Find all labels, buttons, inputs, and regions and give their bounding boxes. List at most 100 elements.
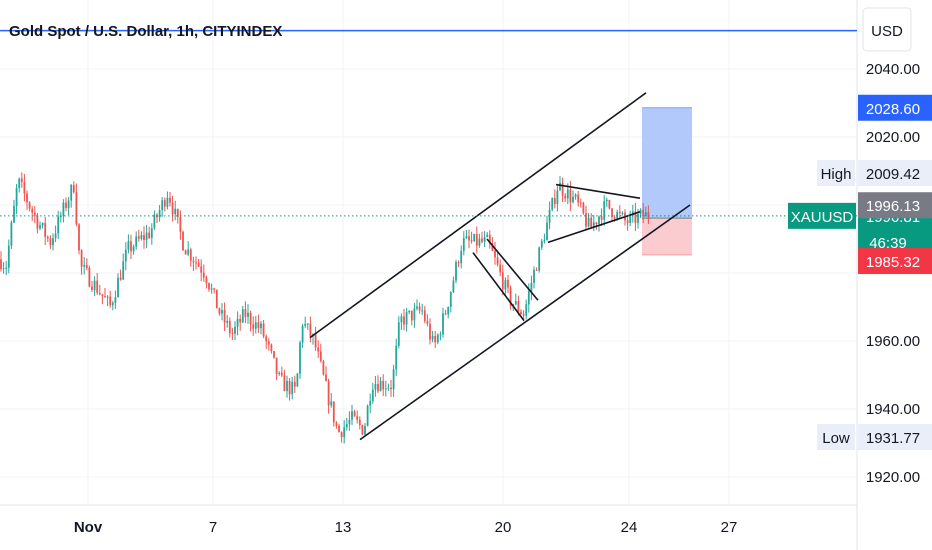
candle-body [184, 250, 187, 255]
trend-drawings[interactable] [309, 92, 691, 441]
candle-body [366, 405, 369, 426]
candle-body [434, 335, 437, 343]
candle-body [111, 302, 114, 306]
candle-body [169, 197, 171, 203]
candle-body [335, 422, 338, 426]
candle-body [361, 425, 364, 435]
candle-body [483, 237, 486, 242]
time-axis[interactable]: Nov 7 13 20 24 27 [74, 519, 738, 536]
candle-body [106, 296, 109, 298]
low-value: 1931.77 [866, 430, 920, 447]
candle-body [23, 182, 26, 194]
candle-body [369, 400, 372, 406]
candle-body [195, 262, 197, 264]
candle-body [132, 246, 135, 252]
price-tags: 2028.60High2009.42XAUUSD1996.8146:391996… [788, 94, 932, 450]
candle-body [166, 197, 169, 207]
candle-body [351, 411, 353, 420]
candle-body [559, 182, 561, 191]
candle-body [574, 194, 577, 197]
candle-body [171, 202, 174, 215]
trend-line [309, 92, 647, 339]
candle-body [286, 380, 288, 392]
candle-body [431, 335, 434, 340]
candle-body [189, 249, 192, 261]
candle-body [569, 189, 572, 203]
candle-body [455, 262, 457, 281]
candle-body [65, 202, 67, 209]
candle-body [345, 424, 348, 428]
candle-body [322, 361, 325, 375]
candle-body [447, 306, 450, 315]
candle-body [257, 322, 260, 329]
candle-body [533, 269, 535, 283]
candle-body [119, 277, 122, 280]
candle-body [579, 202, 582, 204]
time-tick-label: 13 [335, 519, 352, 536]
candle-body [98, 292, 101, 295]
candle-body [161, 200, 164, 211]
candle-body [44, 222, 47, 237]
candle-body [78, 224, 80, 251]
stop-zone [642, 218, 692, 255]
candle-body [91, 286, 93, 290]
candle-body [70, 184, 73, 201]
candle-body [228, 320, 231, 334]
candle-body [124, 249, 127, 262]
long-position-tool[interactable] [642, 107, 692, 256]
candle-body [530, 282, 533, 292]
candle-body [397, 322, 400, 346]
candle-body [0, 259, 2, 270]
currency-button[interactable] [862, 7, 912, 52]
candle-body [202, 272, 205, 278]
candle-body [340, 432, 343, 438]
target-price-tag [858, 94, 932, 121]
candle-body [527, 291, 530, 305]
candle-body [507, 280, 509, 288]
candle-body [15, 187, 18, 206]
candle-body [566, 189, 569, 199]
candle-body [436, 334, 439, 343]
candle-body [382, 380, 385, 390]
time-tick-label: 24 [621, 519, 638, 536]
candle-body [153, 214, 156, 229]
stop-price-tag [858, 248, 932, 275]
candle-body [174, 208, 177, 215]
candle-body [387, 387, 390, 389]
candle-body [504, 280, 507, 290]
price-axis[interactable]: 2040.00 2020.00 1960.00 1940.00 1920.00 [866, 61, 920, 486]
candle-body [616, 211, 619, 219]
candle-body [639, 209, 642, 214]
candle-body [481, 238, 483, 242]
candle-body [564, 195, 567, 199]
trend-line [547, 211, 641, 244]
target-price-value: 2028.60 [866, 101, 920, 118]
candle-body [114, 297, 117, 303]
candle-body [452, 280, 455, 293]
candle-body [260, 323, 262, 329]
price-tick-label: 1940.00 [866, 401, 920, 418]
candle-body [218, 308, 221, 314]
candle-body [275, 357, 278, 374]
candle-body [439, 334, 442, 336]
candle-body [400, 316, 403, 323]
candle-body [262, 323, 265, 337]
candle-body [283, 375, 286, 392]
candle-body [613, 217, 616, 219]
candle-body [603, 201, 606, 220]
candle-body [33, 212, 36, 216]
candle-body [317, 347, 320, 352]
trend-line [555, 183, 641, 199]
candle-body [273, 351, 275, 358]
candle-body [442, 313, 444, 335]
candle-body [585, 213, 587, 227]
time-tick-label: Nov [74, 519, 103, 536]
candle-body [306, 323, 309, 325]
candle-body [423, 310, 426, 322]
candle-body [137, 236, 140, 239]
candle-body [41, 222, 44, 226]
candle-body [231, 333, 234, 335]
candle-body [348, 419, 351, 425]
candle-body [390, 387, 392, 390]
